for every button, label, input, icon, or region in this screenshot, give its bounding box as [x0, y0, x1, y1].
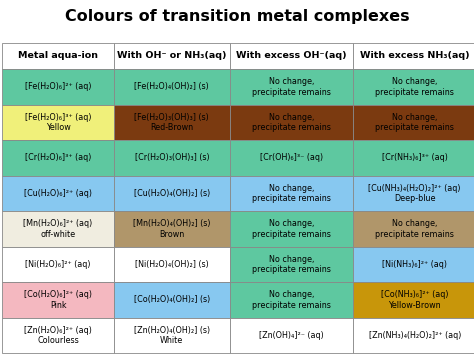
Text: [Cu(H₂O)₄(OH)₂] (s): [Cu(H₂O)₄(OH)₂] (s): [134, 189, 210, 198]
Text: [Cu(NH₃)₄(H₂O)₂]²⁺ (aq)
Deep-blue: [Cu(NH₃)₄(H₂O)₂]²⁺ (aq) Deep-blue: [368, 184, 461, 203]
Bar: [230, 105, 353, 140]
Bar: [2, 176, 114, 211]
Text: No change,
precipitate remains: No change, precipitate remains: [252, 184, 331, 203]
Text: [Zn(H₂O)₆]²⁺ (aq)
Colourless: [Zn(H₂O)₆]²⁺ (aq) Colourless: [24, 326, 92, 345]
Text: No change,
precipitate remains: No change, precipitate remains: [252, 290, 331, 310]
Text: [Mn(H₂O)₄(OH)₂] (s)
Brown: [Mn(H₂O)₄(OH)₂] (s) Brown: [133, 219, 210, 239]
Text: No change,
precipitate remains: No change, precipitate remains: [252, 77, 331, 97]
Bar: [2, 105, 114, 140]
Bar: [353, 176, 474, 211]
Bar: [353, 318, 474, 353]
Text: With excess NH₃(aq): With excess NH₃(aq): [360, 51, 470, 60]
Text: No change,
precipitate remains: No change, precipitate remains: [252, 255, 331, 274]
Text: No change,
precipitate remains: No change, precipitate remains: [252, 219, 331, 239]
Bar: [230, 43, 353, 69]
Text: [Mn(H₂O)₆]²⁺ (aq)
off-white: [Mn(H₂O)₆]²⁺ (aq) off-white: [23, 219, 93, 239]
Text: [Zn(NH₃)₄(H₂O)₂]²⁺ (aq): [Zn(NH₃)₄(H₂O)₂]²⁺ (aq): [369, 331, 461, 340]
Bar: [2, 140, 114, 176]
Bar: [353, 247, 474, 282]
Text: Metal aqua-ion: Metal aqua-ion: [18, 51, 98, 60]
Text: No change,
precipitate remains: No change, precipitate remains: [375, 219, 454, 239]
Bar: [230, 282, 353, 318]
Text: [Co(NH₃)₆]²⁺ (aq)
Yellow-Brown: [Co(NH₃)₆]²⁺ (aq) Yellow-Brown: [381, 290, 448, 310]
Bar: [230, 211, 353, 247]
Bar: [114, 176, 230, 211]
Bar: [114, 105, 230, 140]
Text: [Fe(H₂O)₆]²⁺ (aq): [Fe(H₂O)₆]²⁺ (aq): [25, 82, 91, 92]
Bar: [353, 43, 474, 69]
Text: [Co(H₂O)₆]²⁺ (aq)
Pink: [Co(H₂O)₆]²⁺ (aq) Pink: [24, 290, 92, 310]
Text: Colours of transition metal complexes: Colours of transition metal complexes: [64, 9, 410, 24]
Text: [Ni(H₂O)₆]²⁺ (aq): [Ni(H₂O)₆]²⁺ (aq): [25, 260, 91, 269]
Text: [Fe(H₂O)₄(OH)₂] (s): [Fe(H₂O)₄(OH)₂] (s): [135, 82, 209, 92]
Bar: [2, 282, 114, 318]
Bar: [353, 140, 474, 176]
Bar: [2, 211, 114, 247]
Text: No change,
precipitate remains: No change, precipitate remains: [375, 77, 454, 97]
Bar: [114, 211, 230, 247]
Text: [Fe(H₂O)₆]³⁺ (aq)
Yellow: [Fe(H₂O)₆]³⁺ (aq) Yellow: [25, 113, 91, 132]
Text: [Cu(H₂O)₆]²⁺ (aq): [Cu(H₂O)₆]²⁺ (aq): [24, 189, 92, 198]
Bar: [353, 105, 474, 140]
Bar: [2, 69, 114, 105]
Bar: [114, 318, 230, 353]
Text: With excess OH⁻(aq): With excess OH⁻(aq): [236, 51, 347, 60]
Bar: [353, 69, 474, 105]
Text: [Zn(OH)₄]²⁻ (aq): [Zn(OH)₄]²⁻ (aq): [259, 331, 324, 340]
Bar: [114, 247, 230, 282]
Bar: [230, 176, 353, 211]
Text: With OH⁻ or NH₃(aq): With OH⁻ or NH₃(aq): [117, 51, 227, 60]
Bar: [2, 247, 114, 282]
Text: [Cr(H₂O)₃(OH)₃] (s): [Cr(H₂O)₃(OH)₃] (s): [135, 153, 209, 163]
Text: [Zn(H₂O)₄(OH)₂] (s)
White: [Zn(H₂O)₄(OH)₂] (s) White: [134, 326, 210, 345]
Text: [Ni(H₂O)₄(OH)₂] (s): [Ni(H₂O)₄(OH)₂] (s): [135, 260, 209, 269]
Text: No change,
precipitate remains: No change, precipitate remains: [375, 113, 454, 132]
Bar: [2, 43, 114, 69]
Bar: [353, 211, 474, 247]
Text: No change,
precipitate remains: No change, precipitate remains: [252, 113, 331, 132]
Bar: [230, 69, 353, 105]
Text: [Ni(NH₃)₆]²⁺ (aq): [Ni(NH₃)₆]²⁺ (aq): [382, 260, 447, 269]
Text: [Cr(OH)₆]³⁻ (aq): [Cr(OH)₆]³⁻ (aq): [260, 153, 323, 163]
Bar: [114, 69, 230, 105]
Bar: [230, 140, 353, 176]
Bar: [230, 318, 353, 353]
Bar: [353, 282, 474, 318]
Text: [Cr(NH₃)₆]³⁺ (aq): [Cr(NH₃)₆]³⁺ (aq): [382, 153, 447, 163]
Text: [Fe(H₂O)₃(OH)₃] (s)
Red-Brown: [Fe(H₂O)₃(OH)₃] (s) Red-Brown: [135, 113, 209, 132]
Bar: [114, 43, 230, 69]
Text: [Cr(H₂O)₆]³⁺ (aq): [Cr(H₂O)₆]³⁺ (aq): [25, 153, 91, 163]
Bar: [230, 247, 353, 282]
Text: [Co(H₂O)₄(OH)₂] (s): [Co(H₂O)₄(OH)₂] (s): [134, 295, 210, 305]
Bar: [114, 140, 230, 176]
Bar: [114, 282, 230, 318]
Bar: [2, 318, 114, 353]
